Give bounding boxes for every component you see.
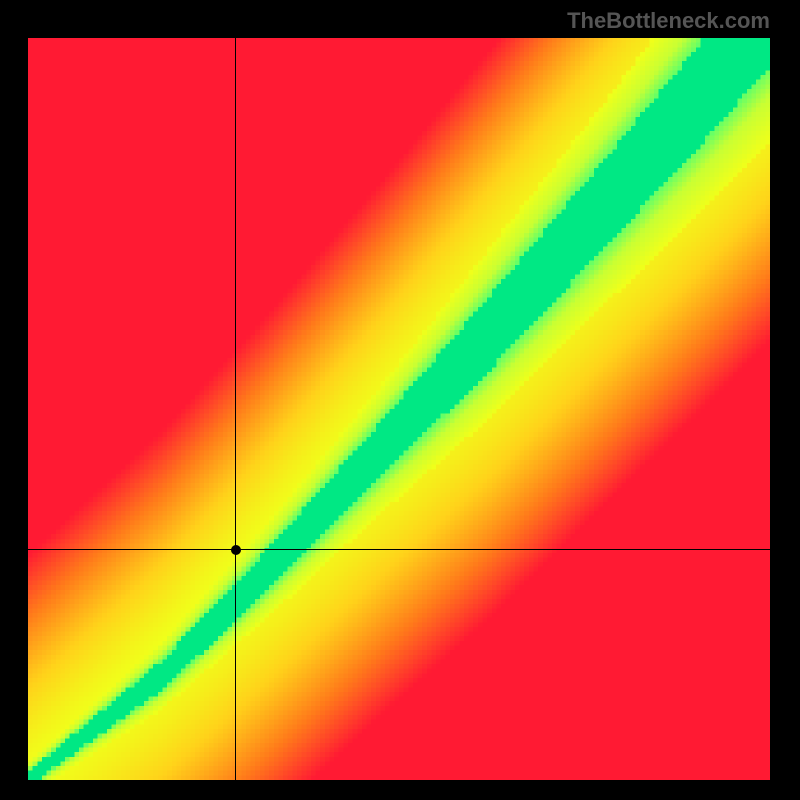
crosshair-vertical	[235, 38, 236, 780]
chart-container: TheBottleneck.com	[0, 0, 800, 800]
data-point-marker	[231, 545, 241, 555]
heatmap-canvas	[28, 38, 770, 780]
watermark-text: TheBottleneck.com	[567, 8, 770, 34]
crosshair-horizontal	[28, 549, 770, 550]
plot-area	[28, 38, 770, 780]
